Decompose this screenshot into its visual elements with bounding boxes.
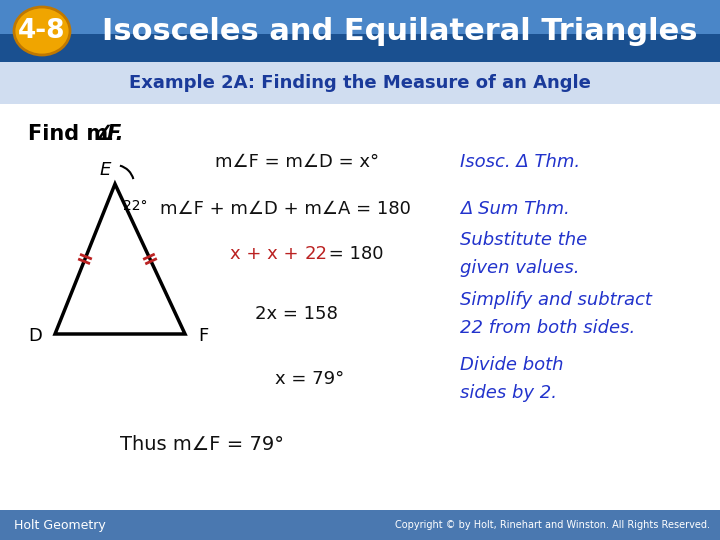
Text: 4-8: 4-8 [18,18,66,44]
Bar [0,510,720,540]
Text: E: E [99,161,111,179]
Text: x = 79°: x = 79° [275,370,344,388]
Bar [0,62,720,104]
Text: 22: 22 [305,245,328,263]
Text: 2x = 158: 2x = 158 [255,305,338,323]
Text: Divide both: Divide both [460,356,564,374]
Text: = 180: = 180 [323,245,384,263]
Text: Find m: Find m [28,124,108,144]
Text: 22°: 22° [123,199,148,213]
Text: Copyright © by Holt, Rinehart and Winston. All Rights Reserved.: Copyright © by Holt, Rinehart and Winsto… [395,520,710,530]
Text: Substitute the: Substitute the [460,231,588,249]
Text: Holt Geometry: Holt Geometry [14,518,106,531]
Bar [0,0,720,62]
Text: x + x +: x + x + [230,245,305,263]
Text: Isosceles and Equilateral Triangles: Isosceles and Equilateral Triangles [102,17,698,45]
Ellipse shape [14,7,70,55]
Text: Thus m∠F = 79°: Thus m∠F = 79° [120,435,284,454]
Text: m∠F + m∠D + m∠A = 180: m∠F + m∠D + m∠A = 180 [160,200,411,218]
Text: F: F [198,327,208,345]
Text: sides by 2.: sides by 2. [460,384,557,402]
Text: Example 2A: Finding the Measure of an Angle: Example 2A: Finding the Measure of an An… [129,74,591,92]
Text: Δ Sum Thm.: Δ Sum Thm. [460,200,570,218]
Text: D: D [28,327,42,345]
Text: given values.: given values. [460,259,580,277]
Text: Simplify and subtract: Simplify and subtract [460,291,652,309]
Text: ∠: ∠ [94,124,113,144]
Text: Isosc. Δ Thm.: Isosc. Δ Thm. [460,153,580,171]
Text: F.: F. [107,124,125,144]
Text: 22 from both sides.: 22 from both sides. [460,319,635,337]
Bar [0,0,720,34]
Text: m∠F = m∠D = x°: m∠F = m∠D = x° [215,153,379,171]
